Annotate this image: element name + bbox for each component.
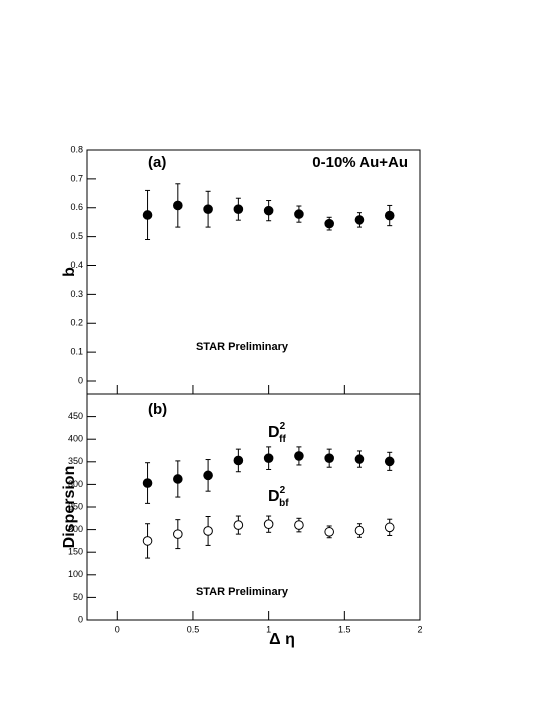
point bbox=[324, 453, 334, 463]
point bbox=[142, 478, 153, 488]
x-tick-label: 1.5 bbox=[338, 624, 351, 634]
label-sub: bf bbox=[279, 498, 289, 509]
annotation: STAR Preliminary bbox=[196, 586, 289, 598]
y-tick-label: 0.2 bbox=[70, 318, 83, 328]
panel-title: (a) bbox=[148, 154, 166, 171]
label-sup: 2 bbox=[280, 421, 286, 432]
x-axis-label: Δ η bbox=[269, 631, 295, 648]
y-tick-label: 0.5 bbox=[70, 231, 83, 241]
point bbox=[233, 455, 244, 466]
point bbox=[263, 453, 274, 463]
y-tick-label: 250 bbox=[68, 501, 83, 511]
y-tick-label: 400 bbox=[68, 434, 83, 444]
y-tick-label: 0.3 bbox=[70, 289, 83, 299]
point bbox=[384, 522, 395, 533]
label-sup: 2 bbox=[280, 485, 286, 496]
label-base: D bbox=[268, 424, 280, 441]
point bbox=[354, 454, 365, 464]
y-tick-label: 0 bbox=[78, 375, 83, 385]
point bbox=[142, 210, 153, 220]
point bbox=[294, 520, 304, 530]
y-tick-label: 450 bbox=[68, 411, 83, 421]
point bbox=[324, 218, 334, 229]
point bbox=[294, 451, 304, 461]
series-label: D2 ff bbox=[268, 421, 286, 445]
y-tick-label: 0 bbox=[78, 614, 83, 624]
y-axis-label: Dispersion bbox=[61, 466, 78, 549]
point bbox=[294, 209, 304, 219]
point bbox=[203, 470, 213, 481]
y-tick-label: 0.6 bbox=[70, 202, 83, 212]
point bbox=[354, 525, 365, 536]
y-tick-label: 150 bbox=[68, 547, 83, 557]
y-tick-label: 200 bbox=[68, 524, 83, 534]
x-tick-label: 2 bbox=[417, 624, 422, 634]
y-tick-label: 0.8 bbox=[70, 144, 83, 154]
point bbox=[384, 210, 395, 221]
y-axis-label: b bbox=[61, 267, 78, 277]
point bbox=[142, 536, 153, 546]
point bbox=[173, 200, 183, 211]
point bbox=[233, 520, 244, 530]
label-base: D bbox=[268, 488, 280, 505]
panel-subtitle: 0-10% Au+Au bbox=[312, 154, 408, 171]
point bbox=[324, 527, 334, 537]
point bbox=[263, 205, 274, 216]
y-tick-label: 300 bbox=[68, 479, 83, 489]
y-tick-label: 0.7 bbox=[70, 173, 83, 183]
point bbox=[173, 474, 183, 484]
point bbox=[263, 519, 274, 529]
y-tick-label: 0.1 bbox=[70, 347, 83, 357]
x-tick-label: 1 bbox=[266, 624, 271, 634]
y-tick-label: 50 bbox=[73, 592, 83, 602]
y-tick-label: 0.4 bbox=[70, 260, 83, 270]
label-sub: ff bbox=[279, 434, 286, 445]
frame bbox=[86, 149, 421, 395]
point bbox=[233, 204, 244, 214]
point bbox=[203, 204, 213, 214]
x-tick-label: 0.5 bbox=[187, 624, 200, 634]
point bbox=[203, 526, 213, 536]
point bbox=[384, 456, 395, 467]
x-tick-label: 0 bbox=[115, 624, 120, 634]
y-tick-label: 100 bbox=[68, 569, 83, 579]
series-label: D2 bf bbox=[268, 485, 289, 509]
annotation: STAR Preliminary bbox=[196, 341, 289, 353]
point bbox=[354, 215, 365, 225]
point bbox=[173, 529, 183, 539]
panel-title: (b) bbox=[148, 401, 167, 418]
y-tick-label: 350 bbox=[68, 456, 83, 466]
